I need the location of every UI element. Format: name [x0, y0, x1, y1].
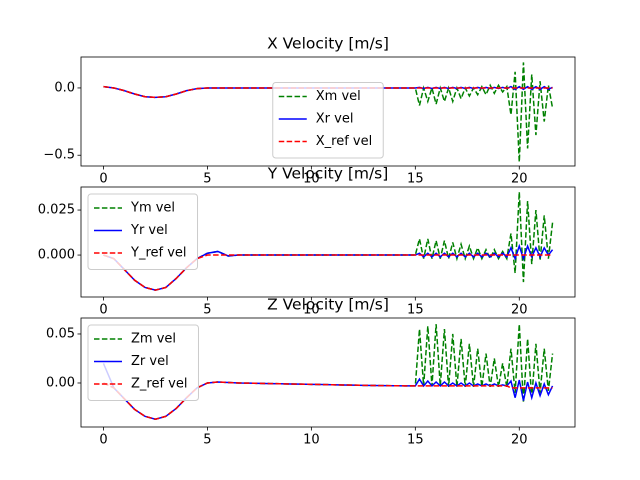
- x-tick-label: 5: [203, 433, 211, 448]
- x-tick-label: 5: [203, 172, 211, 187]
- x-tick-label: 0: [99, 303, 107, 318]
- x-tick-label: 20: [511, 433, 528, 448]
- subplot: 0 5 10 15 20 −0.5 0.0 X Velocity [m/s] Xm vel Xr …: [43, 35, 576, 187]
- legend-box: [87, 324, 199, 401]
- legend-label: X_ref vel: [316, 134, 372, 149]
- legend-label: Xr vel: [316, 112, 354, 127]
- x-tick-label: 5: [203, 303, 211, 318]
- subplot-title: Y Velocity [m/s]: [267, 165, 389, 183]
- x-tick-label: 15: [407, 433, 424, 448]
- legend-label: Zr vel: [131, 354, 169, 369]
- legend-label: Yr vel: [130, 223, 168, 238]
- line-series: [103, 85, 553, 99]
- subplot: 0 5 10 15 20 0.000 0.025 Y Velocity [m/s] Ym vel…: [38, 165, 576, 318]
- axes-frame: [80, 186, 576, 298]
- axes-frame: [80, 56, 576, 167]
- x-tick-label: 20: [511, 303, 528, 318]
- y-tick-label: 0.05: [46, 326, 75, 341]
- line-series: [103, 254, 553, 291]
- legend-label: Xm vel: [316, 89, 361, 104]
- x-tick-label: 0: [99, 172, 107, 187]
- legend-label: Y_ref vel: [130, 246, 187, 261]
- line-series: [103, 381, 553, 421]
- y-tick-label: 0.000: [38, 248, 75, 263]
- y-tick-label: 0.0: [54, 80, 75, 95]
- x-tick-label: 20: [511, 172, 528, 187]
- subplot-title: Z Velocity [m/s]: [267, 296, 389, 314]
- subplot: 0 5 10 15 20 0.00 0.05 Z Velocity [m/s] Zm vel Zr…: [46, 296, 576, 448]
- legend: Xm vel Xr vel X_ref vel: [272, 82, 384, 159]
- x-tick-label: 0: [99, 433, 107, 448]
- legend: Ym vel Yr vel Y_ref vel: [87, 193, 199, 270]
- y-tick-label: 0.025: [38, 203, 75, 218]
- legend-label: Z_ref vel: [131, 377, 187, 392]
- legend: Zm vel Zr vel Z_ref vel: [87, 324, 199, 401]
- x-tick-label: 15: [407, 303, 424, 318]
- x-tick-label: 10: [303, 433, 320, 448]
- legend-box: [87, 193, 199, 270]
- legend-label: Zm vel: [131, 332, 176, 347]
- subplot-title: X Velocity [m/s]: [267, 35, 389, 53]
- y-tick-label: 0.00: [46, 375, 75, 390]
- legend-box: [272, 82, 384, 159]
- axes-frame: [80, 317, 576, 428]
- legend-label: Ym vel: [130, 201, 175, 216]
- x-tick-label: 10: [303, 303, 320, 318]
- y-tick-label: −0.5: [43, 148, 75, 163]
- x-tick-label: 15: [407, 172, 424, 187]
- x-tick-label: 10: [303, 172, 320, 187]
